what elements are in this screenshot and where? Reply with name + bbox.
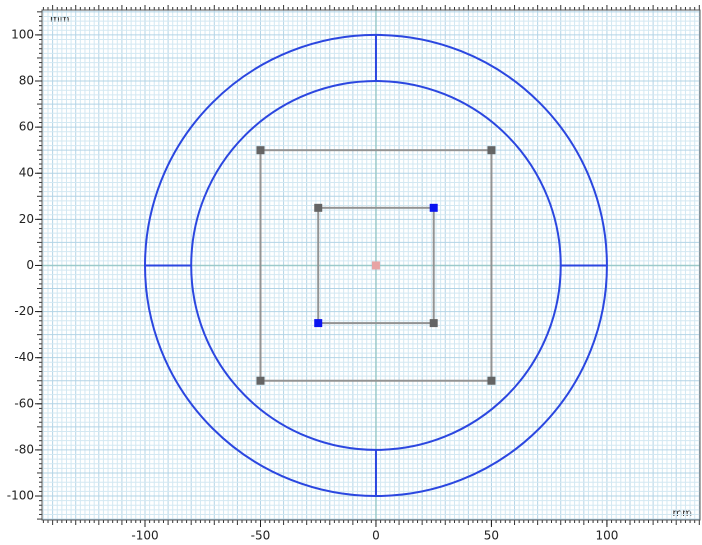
square [317, 206, 435, 325]
y-unit: mm [50, 14, 69, 25]
vertex [429, 319, 438, 328]
y-tick-label: -100 [7, 489, 34, 503]
x-tick-label: -100 [131, 529, 158, 543]
vertex [314, 319, 323, 328]
y-tick-label: -80 [14, 442, 34, 456]
y-tick-label: -60 [14, 396, 34, 410]
vertex [256, 146, 265, 155]
y-tick-label: -40 [14, 350, 34, 364]
y-tick-label: 60 [19, 120, 34, 134]
y-tick-label: 40 [19, 166, 34, 180]
vertex [256, 376, 265, 385]
vertex [429, 203, 438, 212]
x-tick-label: 100 [595, 529, 618, 543]
y-tick-label: 0 [26, 258, 34, 272]
y-tick-label: 100 [11, 27, 34, 41]
y-tick-label: 20 [19, 212, 34, 226]
x-tick-label: -50 [251, 529, 271, 543]
x-tick-label: 0 [372, 529, 380, 543]
x-unit: mm [673, 508, 692, 519]
vertex [314, 203, 323, 212]
vertex [487, 376, 496, 385]
y-tick-label: -20 [14, 304, 34, 318]
y-tick-label: 80 [19, 74, 34, 88]
x-tick-label: 50 [484, 529, 499, 543]
square [259, 149, 493, 382]
vertex [371, 261, 380, 270]
vertex [487, 146, 496, 155]
